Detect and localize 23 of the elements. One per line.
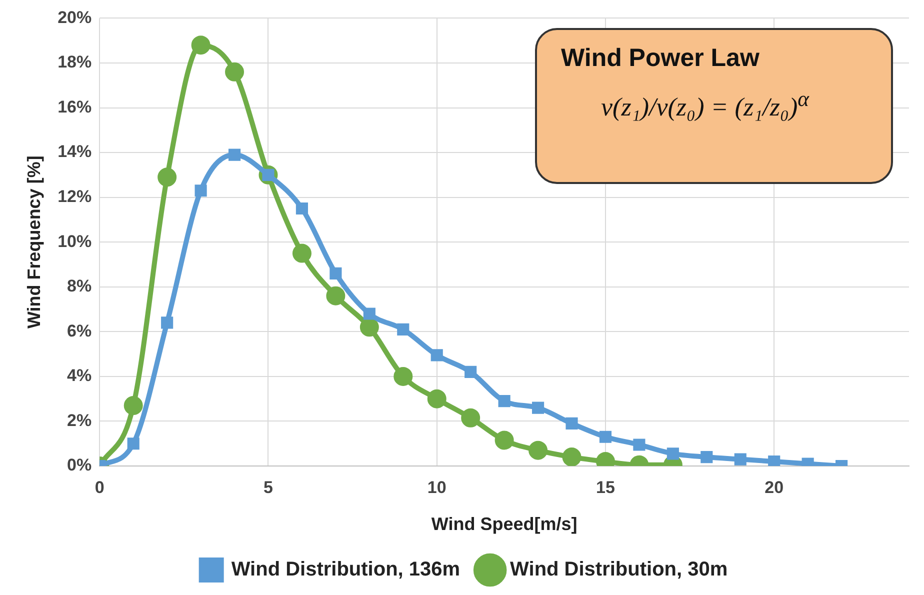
y-tick-label: 8% [67, 276, 92, 296]
x-tick-label: 15 [596, 478, 615, 497]
y-tick-label: 18% [58, 52, 92, 72]
y-tick-label: 2% [67, 410, 92, 430]
y-tick-label: 16% [58, 97, 92, 116]
y-tick-label: 4% [67, 366, 92, 386]
legend-label: Wind Distribution, 136m [231, 558, 460, 581]
y-tick-label: 10% [58, 232, 92, 251]
x-tick-label: 10 [427, 478, 446, 497]
x-tick-label: 5 [264, 478, 273, 497]
annotation: Wind Power Law [561, 44, 760, 73]
legend-label: Wind Distribution, 30m [510, 558, 728, 581]
annotation: v(z₁)/v(z₀) = (z₁/z₀)$^{α}$ [601, 87, 810, 123]
y-tick-label: 20% [58, 8, 92, 27]
callout-box: Wind Power Law v(z₁)/v(z₀) = (z₁/z₀)$^{α}$ [535, 28, 893, 184]
x-axis-title: Wind Speed[m/s] [431, 514, 578, 534]
y-tick-label: 0% [67, 456, 92, 475]
y-axis-title: Wind Frequency [%] [24, 156, 44, 329]
x-tick-label: 0 [94, 478, 104, 497]
y-tick-label: 14% [58, 142, 92, 162]
x-tick-label: 20 [764, 478, 784, 497]
y-tick-label: 12% [58, 187, 92, 206]
y-tick-label: 6% [67, 321, 92, 340]
